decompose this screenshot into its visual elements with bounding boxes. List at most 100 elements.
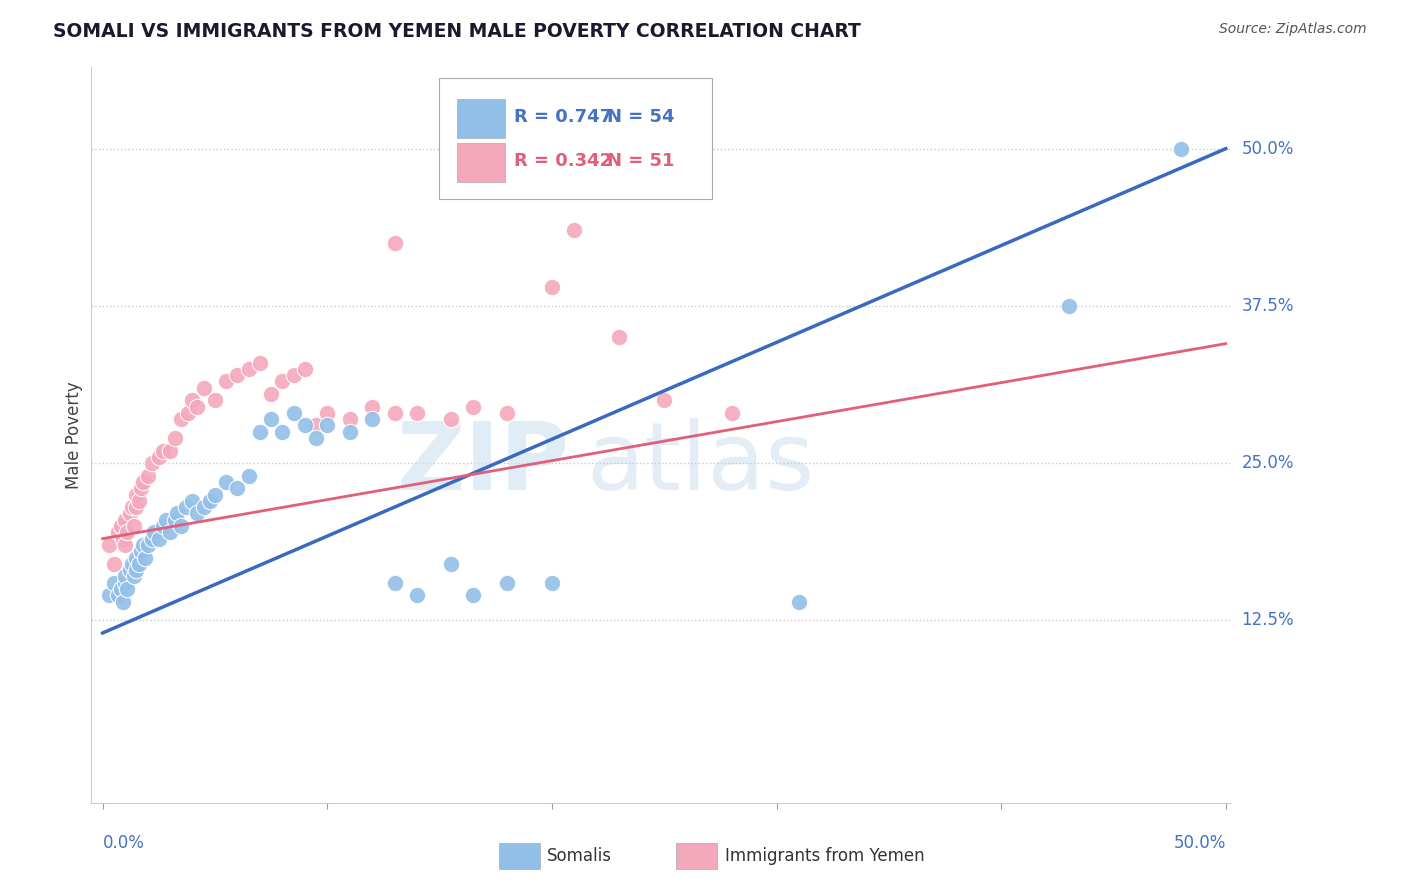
Point: [174, 500, 197, 515]
Point: [163, 431, 186, 445]
Point: [271, 375, 294, 389]
Point: [361, 400, 384, 414]
Point: [111, 594, 134, 608]
Point: [440, 412, 463, 426]
Point: [128, 494, 150, 508]
Point: [249, 425, 271, 439]
Point: [166, 507, 188, 521]
Point: [170, 519, 193, 533]
Point: [155, 513, 177, 527]
FancyBboxPatch shape: [499, 843, 540, 869]
Y-axis label: Male Poverty: Male Poverty: [65, 381, 83, 489]
Point: [562, 223, 585, 237]
Text: ZIP: ZIP: [396, 418, 569, 510]
Point: [316, 406, 339, 420]
Point: [215, 475, 238, 489]
Point: [361, 412, 384, 426]
Point: [316, 418, 339, 433]
Point: [226, 481, 249, 495]
Point: [200, 494, 222, 508]
Point: [1057, 299, 1080, 313]
Point: [129, 544, 152, 558]
Point: [163, 513, 186, 527]
Point: [125, 487, 148, 501]
Point: [114, 538, 136, 552]
FancyBboxPatch shape: [676, 843, 717, 869]
Point: [384, 235, 406, 250]
Point: [136, 468, 159, 483]
Text: 50.0%: 50.0%: [1174, 834, 1226, 852]
Point: [128, 557, 150, 571]
Point: [238, 361, 260, 376]
Point: [406, 588, 429, 602]
Text: SOMALI VS IMMIGRANTS FROM YEMEN MALE POVERTY CORRELATION CHART: SOMALI VS IMMIGRANTS FROM YEMEN MALE POV…: [53, 22, 862, 41]
Text: 12.5%: 12.5%: [1241, 611, 1294, 630]
Point: [463, 588, 485, 602]
Point: [181, 393, 204, 408]
Point: [541, 280, 564, 294]
Point: [148, 532, 170, 546]
Point: [177, 406, 200, 420]
Text: Immigrants from Yemen: Immigrants from Yemen: [724, 847, 924, 864]
Point: [117, 582, 139, 596]
Text: N = 54: N = 54: [607, 108, 675, 126]
FancyBboxPatch shape: [457, 98, 505, 138]
Point: [181, 494, 204, 508]
Point: [204, 393, 226, 408]
Point: [110, 519, 132, 533]
Point: [384, 575, 406, 590]
Point: [125, 550, 148, 565]
Point: [134, 550, 156, 565]
Point: [305, 431, 328, 445]
Point: [107, 588, 129, 602]
Point: [118, 563, 141, 577]
Point: [1170, 142, 1192, 156]
Text: atlas: atlas: [586, 418, 815, 510]
Point: [186, 507, 208, 521]
Point: [305, 418, 328, 433]
Point: [132, 475, 155, 489]
Point: [125, 563, 148, 577]
Point: [193, 381, 215, 395]
Text: Somalis: Somalis: [547, 847, 612, 864]
Point: [136, 538, 159, 552]
Point: [720, 406, 742, 420]
Text: 25.0%: 25.0%: [1241, 454, 1294, 472]
Point: [249, 355, 271, 369]
Point: [107, 525, 129, 540]
Point: [607, 330, 630, 344]
Point: [238, 468, 260, 483]
Point: [121, 557, 143, 571]
Point: [339, 425, 361, 439]
Point: [122, 519, 145, 533]
Point: [271, 425, 294, 439]
Point: [103, 575, 125, 590]
Point: [652, 393, 675, 408]
Point: [215, 375, 238, 389]
Point: [496, 406, 519, 420]
Point: [294, 361, 316, 376]
Point: [114, 569, 136, 583]
Point: [186, 400, 208, 414]
Point: [384, 406, 406, 420]
Text: Source: ZipAtlas.com: Source: ZipAtlas.com: [1219, 22, 1367, 37]
Point: [141, 456, 163, 470]
Point: [141, 532, 163, 546]
Point: [122, 569, 145, 583]
Point: [283, 368, 305, 383]
Point: [103, 557, 125, 571]
Point: [152, 519, 174, 533]
Point: [787, 594, 810, 608]
Point: [406, 406, 429, 420]
Point: [114, 575, 136, 590]
Point: [118, 507, 141, 521]
Point: [283, 406, 305, 420]
Text: N = 51: N = 51: [607, 153, 675, 170]
Point: [148, 450, 170, 464]
Point: [339, 412, 361, 426]
Text: 37.5%: 37.5%: [1241, 297, 1294, 315]
Point: [170, 412, 193, 426]
Point: [496, 575, 519, 590]
Point: [129, 481, 152, 495]
Point: [440, 557, 463, 571]
